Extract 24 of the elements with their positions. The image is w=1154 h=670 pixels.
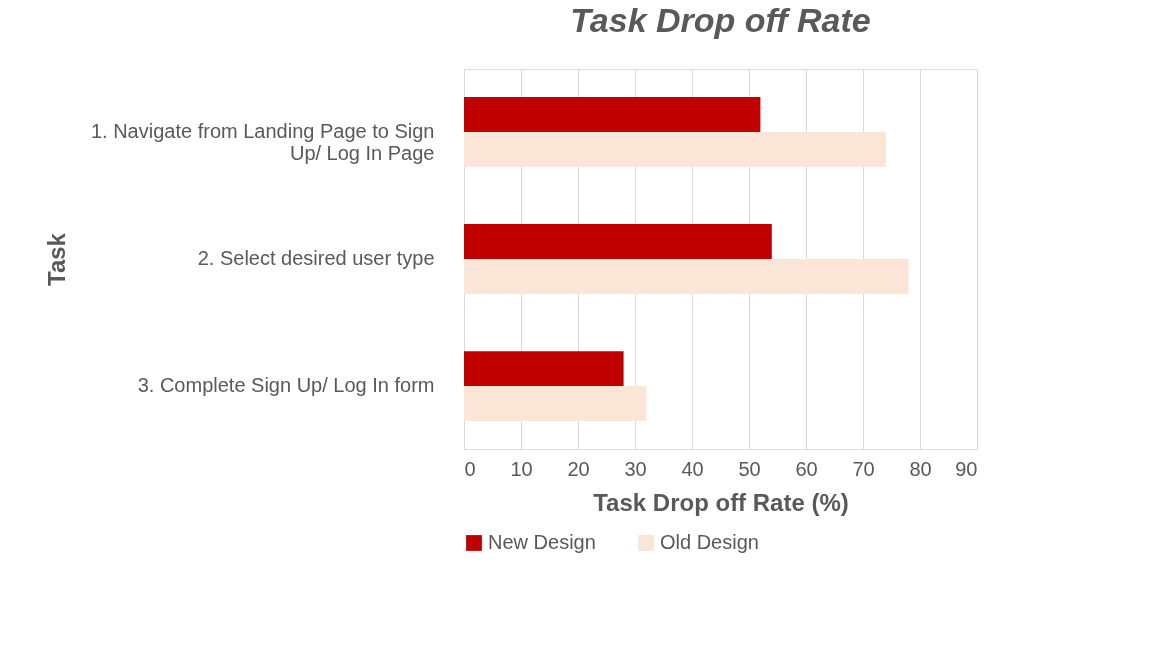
bar bbox=[464, 131, 886, 167]
legend-label: Old Design bbox=[660, 531, 759, 553]
x-tick-label: 30 bbox=[624, 457, 647, 480]
bar bbox=[464, 386, 647, 422]
x-tick-label: 50 bbox=[738, 457, 761, 480]
bar bbox=[464, 96, 761, 132]
x-tick-label: 10 bbox=[510, 457, 533, 480]
x-tick-label: 80 bbox=[909, 457, 932, 480]
chart-title: Task Drop off Rate bbox=[570, 1, 871, 39]
y-tick-label: 3. Complete Sign Up/ Log In form bbox=[137, 374, 435, 397]
x-tick-label: 0 bbox=[464, 457, 476, 480]
x-tick-label: 40 bbox=[681, 457, 704, 480]
y-tick-label: 2. Select desired user type bbox=[197, 247, 435, 269]
y-tick-label: 1. Navigate from Landing Page to Sign Up/ Log In Page bbox=[90, 119, 435, 164]
bar bbox=[464, 259, 909, 294]
y-axis-title: Task bbox=[42, 232, 70, 286]
legend-label: New Design bbox=[488, 531, 596, 553]
bar bbox=[464, 351, 624, 387]
bar bbox=[464, 224, 772, 259]
x-tick-label: 20 bbox=[567, 457, 590, 480]
x-tick-label: 90 bbox=[955, 457, 978, 480]
x-tick-label: 60 bbox=[795, 457, 818, 480]
x-tick-label: 70 bbox=[852, 457, 875, 480]
x-axis-title: Task Drop off Rate (%) bbox=[593, 488, 849, 516]
